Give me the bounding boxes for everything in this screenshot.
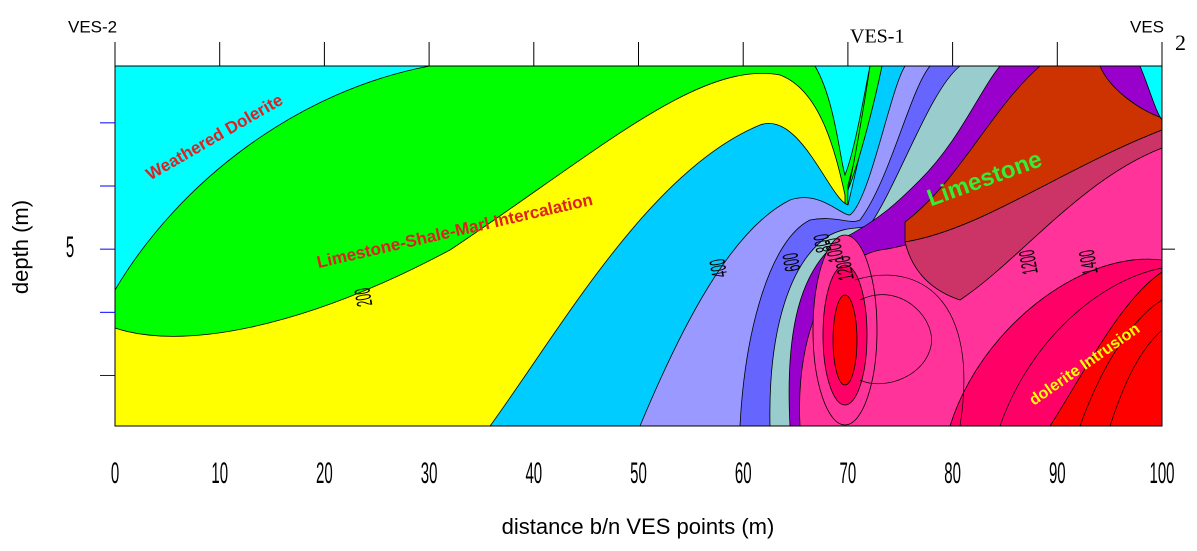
contour-fill: [114, 65, 1163, 427]
contour-label: 1400: [1074, 248, 1103, 276]
contour-label: 400: [704, 257, 732, 279]
y-tick-label: 5: [66, 232, 74, 265]
x-tick-label: 0: [111, 458, 119, 491]
contour-label: 800: [808, 232, 836, 254]
contour-label: 1000: [820, 236, 849, 264]
x-tick-label: 30: [421, 458, 438, 491]
contour-label: 1200: [1014, 248, 1043, 276]
contour-label: 1200: [830, 254, 859, 282]
x-tick-label: 60: [735, 458, 752, 491]
x-tick-label: 90: [1049, 458, 1066, 491]
x-tick-label: 10: [211, 458, 228, 491]
contour-label: 600: [777, 251, 805, 273]
x-tick-label: 70: [840, 458, 857, 491]
x-axis-title: distance b/n VES points (m): [502, 514, 775, 539]
ves-label: 2: [1175, 30, 1186, 55]
ves-label: VES-1: [850, 26, 904, 48]
x-tick-label: 20: [316, 458, 333, 491]
y-axis-title: depth (m): [8, 200, 33, 294]
x-tick-label: 80: [944, 458, 961, 491]
ves-label: VES: [1130, 17, 1164, 36]
x-tick-label: 40: [525, 458, 542, 491]
x-tick-label: 100: [1149, 458, 1174, 491]
contour-label: 200: [349, 286, 377, 308]
ves-label: VES-2: [68, 17, 117, 36]
x-tick-label: 50: [630, 458, 647, 491]
